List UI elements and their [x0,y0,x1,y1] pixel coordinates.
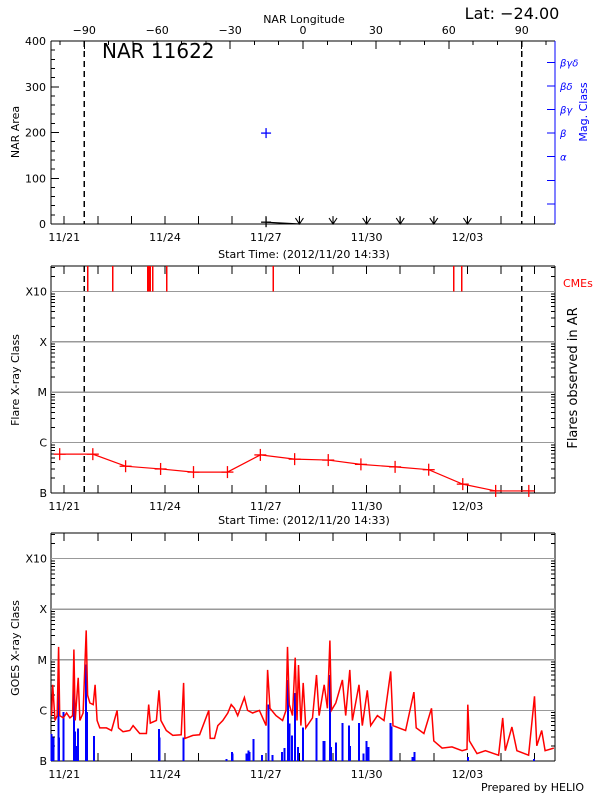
y-tick-label: B [39,487,47,500]
y-tick-label: C [39,704,47,717]
x-tick-label: 11/24 [149,231,181,244]
y-tick-label: 200 [25,127,46,140]
y-tick-label: 300 [25,81,46,94]
longitude-tick-label: −30 [218,24,241,37]
y-tick-label: 400 [25,35,46,48]
y-tick-label: C [39,437,47,450]
longitude-tick-label: 90 [515,24,529,37]
x-tick-label: 12/03 [452,768,484,781]
flare-point [422,463,435,476]
flare-point [322,454,335,467]
x-tick-label: 11/21 [48,768,80,781]
mag-class-tick-label: βγδ [559,58,578,69]
longitude-tick-label: −60 [146,24,169,37]
x-tick-label: 11/27 [250,231,282,244]
nar-area-upper-limit-arrow [395,217,405,225]
latitude-label: Lat: −24.00 [465,4,560,23]
nar-area-upper-limit-arrow [362,217,372,225]
flare-point [119,460,132,473]
x-tick-label: 11/30 [351,500,383,513]
goes-class-axis-title: GOES X-ray Class [9,600,22,696]
goes-long-channel-line [50,630,555,757]
x-tick-label: 11/30 [351,231,383,244]
longitude-tick-label: 60 [442,24,456,37]
nar-area-axis-title: NAR Area [9,106,22,158]
region-title: NAR 11622 [102,39,215,63]
flare-class-axis-title: Flare X-ray Class [9,334,22,426]
x-tick-label: 11/21 [48,500,80,513]
flare-point [53,448,66,461]
flare-point [456,478,469,491]
nar-area-upper-limit-arrow [429,217,439,225]
y-tick-label: M [38,386,48,399]
flare-point [221,466,234,479]
y-tick-label: M [38,654,48,667]
mag-class-tick-label: βδ [559,82,573,93]
mag-class-tick-label: α [560,153,567,164]
y-tick-label: X10 [25,553,47,566]
nar-area-upper-limit-arrow [328,217,338,225]
y-tick-label: 0 [39,218,46,231]
flare-point [254,448,267,461]
flares-observed-axis-title: Flares observed in AR [566,307,581,448]
mag-class-axis-title: Mag. Class [577,82,590,141]
flare-point [489,484,502,497]
y-tick-label: X [39,336,47,349]
panel1-xaxis-title: Start Time: (2012/11/20 14:33) [218,248,390,261]
flare-point [86,448,99,461]
y-tick-label: 100 [25,172,46,185]
y-tick-label: B [39,755,47,768]
longitude-tick-label: −90 [73,24,96,37]
x-tick-label: 11/24 [149,768,181,781]
mag-class-point [261,128,272,139]
longitude-tick-label: 30 [369,24,383,37]
prepared-by-credit: Prepared by HELIO [481,781,584,794]
x-tick-label: 12/03 [452,500,484,513]
nar-area-upper-limit-arrow [462,217,472,225]
mag-class-tick-label: βγ [559,105,573,116]
x-tick-label: 11/21 [48,231,80,244]
flare-point [288,453,301,466]
cme-label: CMEs [563,277,593,290]
nar-area-line [266,221,300,225]
x-tick-label: 11/27 [250,500,282,513]
flare-point [154,462,167,475]
nar-area-upper-limit-arrow [294,217,304,225]
flare-point [187,466,200,479]
nar-area-point [261,217,272,228]
x-tick-label: 11/27 [250,768,282,781]
flare-point [389,460,402,473]
x-tick-label: 11/24 [149,500,181,513]
flare-point [522,484,535,497]
panel2-xaxis-title: Start Time: (2012/11/20 14:33) [218,514,390,527]
x-tick-label: 11/30 [351,768,383,781]
x-tick-label: 12/03 [452,231,484,244]
flare-point [354,458,367,471]
y-tick-label: X [39,603,47,616]
longitude-tick-label: 0 [300,24,307,37]
mag-class-tick-label: β [559,129,567,140]
y-tick-label: X10 [25,285,47,298]
longitude-axis-title: NAR Longitude [263,13,345,26]
